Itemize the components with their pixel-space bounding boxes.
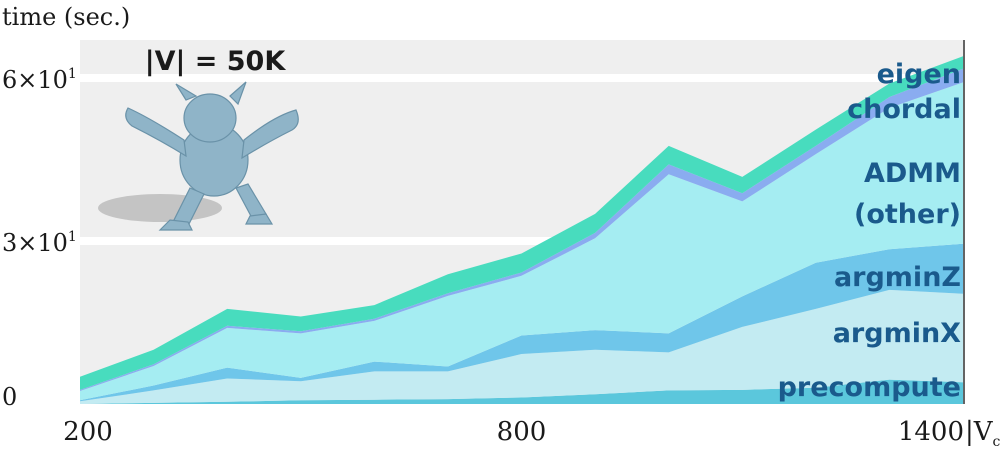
y-tick-label-main: 6×10: [2, 66, 68, 94]
x-axis-label-subscript: c: [993, 434, 1000, 449]
armadillo-silhouette: [125, 81, 299, 231]
gridline-1: [80, 237, 963, 246]
y-tick-label-main: 0: [2, 383, 17, 411]
y-tick-label-2: 6×101: [2, 66, 77, 94]
series-label-argminz: argminZ: [834, 262, 961, 293]
x-tick-label-2: 1400: [898, 417, 964, 447]
area-series-group: [80, 56, 963, 404]
gridline-2: [80, 74, 963, 83]
armadillo-figure: [98, 81, 299, 231]
series-label-argminx: argminX: [833, 318, 961, 349]
series-label-eigen: eigen: [877, 59, 961, 90]
y-tick-label-0: 0: [2, 383, 17, 411]
armadillo-shadow: [98, 194, 222, 222]
x-tick-label-1: 800: [497, 417, 547, 447]
chart-title: |V| = 50K: [145, 46, 287, 77]
y-tick-label-exponent: 1: [68, 66, 77, 82]
series-label-admm-other-1: (other): [854, 199, 961, 230]
y-axis-label: time (sec.): [2, 3, 130, 31]
x-axis-label-main: |V: [965, 417, 994, 447]
series-label-precompute: precompute: [778, 372, 961, 403]
y-tick-label-exponent: 1: [68, 229, 77, 245]
series-label-chordal: chordal: [847, 94, 961, 125]
x-axis-label: |Vc|: [965, 417, 1000, 449]
y-tick-label-1: 3×101: [2, 229, 77, 257]
area-series-precompute: [80, 379, 963, 404]
area-series-admm-other: [80, 82, 963, 401]
area-series-argminz: [80, 243, 963, 402]
x-tick-label-0: 200: [63, 417, 113, 447]
y-tick-label-main: 3×10: [2, 229, 68, 257]
series-label-admm-other-0: ADMM: [864, 158, 961, 189]
series-labels-group: precompute argminX argminZ ADMM (other) chord…: [778, 59, 962, 403]
area-series-eigen: [80, 56, 963, 390]
area-series-argminx: [80, 289, 963, 404]
